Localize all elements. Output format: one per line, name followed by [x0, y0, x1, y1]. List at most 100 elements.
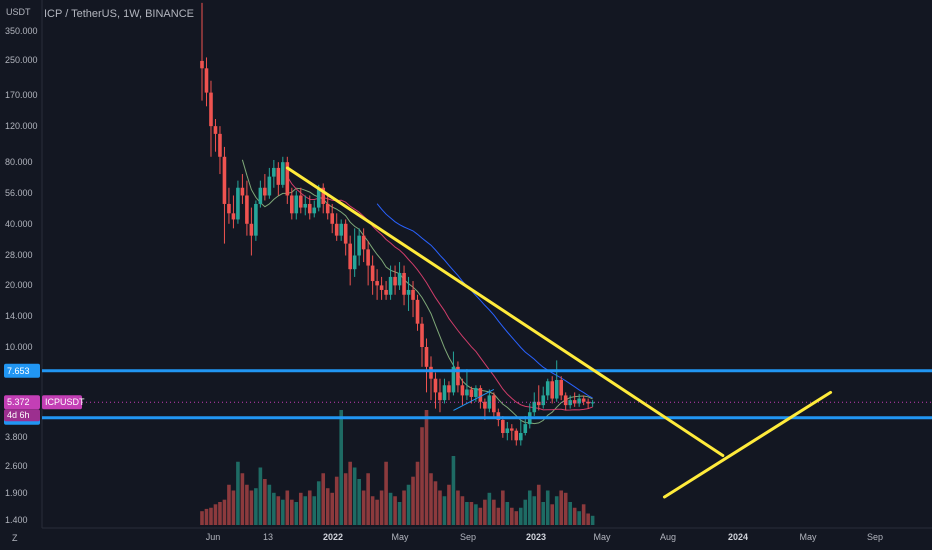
candle-body[interactable]	[586, 401, 590, 404]
candle-body[interactable]	[483, 401, 487, 409]
candle-body[interactable]	[334, 223, 339, 236]
candle-body[interactable]	[231, 213, 236, 220]
volume-bar	[492, 499, 496, 525]
candle-body[interactable]	[267, 176, 272, 196]
candle-body[interactable]	[227, 203, 231, 214]
volume-bar	[483, 499, 487, 525]
candle-body[interactable]	[550, 381, 555, 399]
candle-body[interactable]	[379, 285, 384, 290]
candle-body[interactable]	[393, 276, 397, 286]
candle-body[interactable]	[339, 223, 343, 236]
candle-body[interactable]	[442, 385, 447, 401]
candle-body[interactable]	[361, 235, 366, 250]
candle-body[interactable]	[375, 281, 379, 286]
candle-body[interactable]	[204, 68, 209, 93]
volume-bar	[514, 511, 519, 525]
candle-body[interactable]	[213, 126, 218, 134]
candle-body[interactable]	[433, 378, 438, 393]
candle-body[interactable]	[321, 187, 326, 204]
candle-body[interactable]	[420, 323, 424, 347]
candle-body[interactable]	[330, 213, 335, 224]
candle-body[interactable]	[316, 187, 321, 208]
candle-body[interactable]	[254, 203, 258, 236]
candle-body[interactable]	[272, 167, 276, 177]
candle-body[interactable]	[307, 203, 312, 214]
candle-body[interactable]	[240, 187, 245, 196]
candle-body[interactable]	[406, 289, 411, 295]
candle-body[interactable]	[451, 366, 456, 393]
candle-body[interactable]	[352, 255, 357, 270]
candle-body[interactable]	[514, 430, 519, 441]
candle-body[interactable]	[388, 276, 393, 295]
candle-body[interactable]	[429, 366, 433, 379]
candle-body[interactable]	[312, 207, 317, 214]
candle-body[interactable]	[402, 272, 406, 295]
volume-bar	[258, 467, 263, 525]
candle-body[interactable]	[474, 388, 478, 397]
candle-body[interactable]	[200, 60, 204, 69]
aux-trend-line[interactable]	[453, 389, 495, 411]
candle-body[interactable]	[258, 187, 263, 204]
candle-body[interactable]	[424, 347, 429, 367]
volume-bar	[451, 456, 456, 525]
candle-body[interactable]	[532, 401, 537, 413]
volume-bar	[204, 508, 209, 525]
timezone-icon[interactable]: Z	[12, 533, 18, 543]
candle-body[interactable]	[581, 398, 586, 402]
candle-body[interactable]	[290, 195, 294, 214]
candle-body[interactable]	[397, 272, 402, 286]
candle-body[interactable]	[505, 428, 510, 433]
candle-body[interactable]	[492, 395, 496, 413]
candle-body[interactable]	[285, 162, 290, 196]
candle-body[interactable]	[249, 223, 254, 236]
candle-body[interactable]	[209, 92, 213, 127]
candle-body[interactable]	[281, 162, 285, 185]
candle-body[interactable]	[447, 385, 451, 393]
candle-body[interactable]	[536, 401, 541, 406]
candle-body[interactable]	[456, 366, 460, 386]
candle-body[interactable]	[218, 133, 222, 157]
volume-bar	[348, 461, 352, 525]
level-price-label: 7.653	[7, 366, 30, 376]
candle-body[interactable]	[577, 398, 581, 404]
candle-body[interactable]	[518, 432, 523, 441]
y-tick-label: 10.000	[5, 342, 33, 352]
candle-body[interactable]	[510, 428, 514, 431]
candle-body[interactable]	[294, 195, 299, 214]
trend-line[interactable]	[285, 166, 725, 458]
candle-body[interactable]	[222, 156, 227, 204]
candle-body[interactable]	[559, 379, 563, 396]
candle-body[interactable]	[465, 389, 469, 396]
candle-body[interactable]	[523, 424, 528, 433]
candle-body[interactable]	[478, 388, 483, 402]
candle-body[interactable]	[276, 167, 281, 185]
candle-body[interactable]	[343, 223, 348, 244]
candle-body[interactable]	[303, 203, 308, 208]
candle-body[interactable]	[590, 402, 595, 404]
candle-body[interactable]	[366, 249, 370, 266]
candle-body[interactable]	[496, 412, 501, 420]
candle-body[interactable]	[236, 187, 240, 220]
candle-body[interactable]	[298, 195, 303, 208]
candle-body[interactable]	[487, 395, 492, 409]
candle-body[interactable]	[325, 203, 330, 214]
candle-body[interactable]	[438, 392, 442, 401]
candle-body[interactable]	[357, 235, 361, 256]
trend-line[interactable]	[662, 390, 833, 499]
candle-body[interactable]	[245, 195, 249, 224]
volume-bar	[559, 490, 563, 525]
candle-body[interactable]	[348, 243, 352, 270]
candle-body[interactable]	[541, 395, 546, 406]
candle-body[interactable]	[554, 379, 559, 399]
candle-body[interactable]	[415, 299, 420, 324]
candle-body[interactable]	[370, 265, 375, 282]
candle-body[interactable]	[460, 385, 465, 396]
candle-body[interactable]	[263, 187, 267, 196]
candle-body[interactable]	[384, 289, 388, 295]
candle-body[interactable]	[563, 395, 568, 406]
candle-body[interactable]	[469, 389, 474, 397]
candle-body[interactable]	[501, 419, 505, 433]
candle-body[interactable]	[411, 289, 415, 300]
candle-body[interactable]	[545, 381, 550, 396]
